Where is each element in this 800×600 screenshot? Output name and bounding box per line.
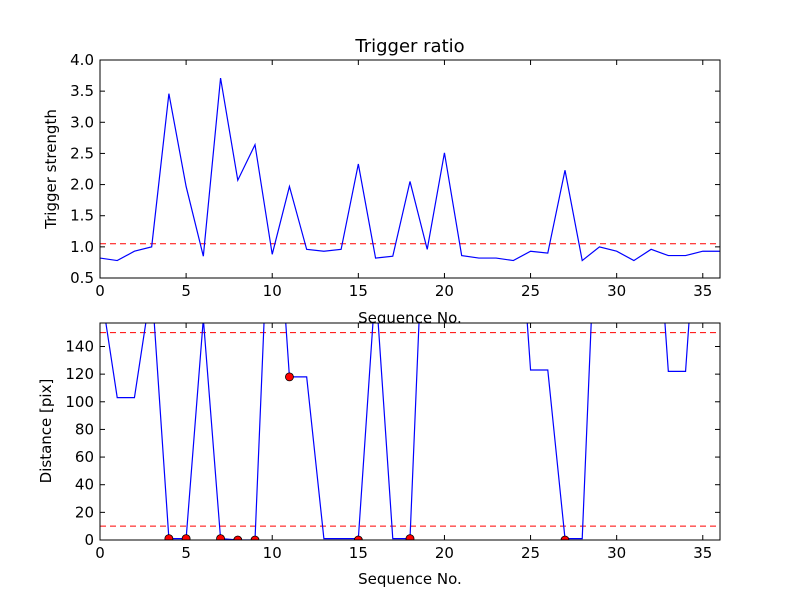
x-tick-label-top: 30: [607, 282, 626, 300]
x-tick-label-top: 35: [693, 282, 712, 300]
data-point-marker-bottom: [405, 534, 415, 540]
y-tick-label-top: 2.0: [70, 176, 94, 194]
x-tick-label-bottom: 35: [693, 544, 712, 562]
x-axis-label-bottom: Sequence No.: [358, 570, 462, 588]
x-tick-label-bottom: 25: [521, 544, 540, 562]
chart-title: Trigger ratio: [354, 36, 464, 57]
data-point-marker-bottom: [181, 534, 191, 540]
distance-chart: Sequence No. Distance [pix] 0 5 10 15 20 25 30…: [37, 322, 721, 588]
y-tick-label-bottom: 60: [75, 448, 94, 466]
y-tick-label-top: 3.0: [70, 113, 94, 131]
data-point-marker-bottom: [560, 535, 570, 540]
y-tick-label-top: 0.5: [70, 269, 94, 287]
data-point-marker-bottom: [216, 534, 225, 540]
x-tick-label-top: 20: [435, 282, 454, 300]
y-tick-label-bottom: 20: [75, 503, 94, 521]
x-tick-label-top: 10: [263, 282, 282, 300]
axes-frame-top: [99, 59, 721, 279]
x-tick-label-top: 15: [349, 282, 368, 300]
data-point-marker-bottom: [250, 535, 260, 540]
trigger-ratio-chart: Trigger ratio Sequence No. Trigger stren…: [42, 36, 721, 327]
x-tick-label-bottom: 10: [263, 544, 282, 562]
data-point-marker-bottom: [353, 535, 363, 540]
y-tick-label-bottom: 80: [75, 420, 94, 438]
data-point-marker-bottom: [233, 535, 243, 540]
x-tick-label-bottom: 0: [95, 544, 105, 562]
y-tick-label-bottom: 140: [65, 337, 94, 355]
x-tick-label-top: 5: [181, 282, 191, 300]
y-tick-label-top: 1.5: [70, 207, 94, 225]
y-tick-label-bottom: 100: [65, 393, 94, 411]
plot-area-top: [100, 60, 720, 278]
data-point-marker-bottom: [285, 372, 294, 382]
x-tick-label-bottom: 30: [607, 544, 626, 562]
axes-frame-bottom: [99, 322, 721, 541]
y-tick-label-top: 1.0: [70, 238, 94, 256]
series-line-top-0: [100, 77, 720, 262]
y-tick-label-bottom: 40: [75, 476, 94, 494]
y-axis-label-top: Trigger strength: [42, 109, 60, 230]
plot-area-bottom: [100, 323, 720, 540]
y-axis-label-bottom: Distance [pix]: [37, 379, 55, 484]
y-tick-label-top: 2.5: [70, 144, 94, 162]
data-point-marker-bottom: [164, 534, 174, 540]
x-tick-label-bottom: 5: [181, 544, 191, 562]
y-tick-label-bottom: 0: [84, 531, 94, 549]
x-tick-label-bottom: 20: [435, 544, 454, 562]
x-tick-label-bottom: 15: [349, 544, 368, 562]
x-tick-label-top: 25: [521, 282, 540, 300]
x-tick-label-top: 0: [95, 282, 105, 300]
y-tick-label-top: 3.5: [70, 82, 94, 100]
y-tick-label-bottom: 120: [65, 365, 94, 383]
y-tick-label-top: 4.0: [70, 51, 94, 69]
